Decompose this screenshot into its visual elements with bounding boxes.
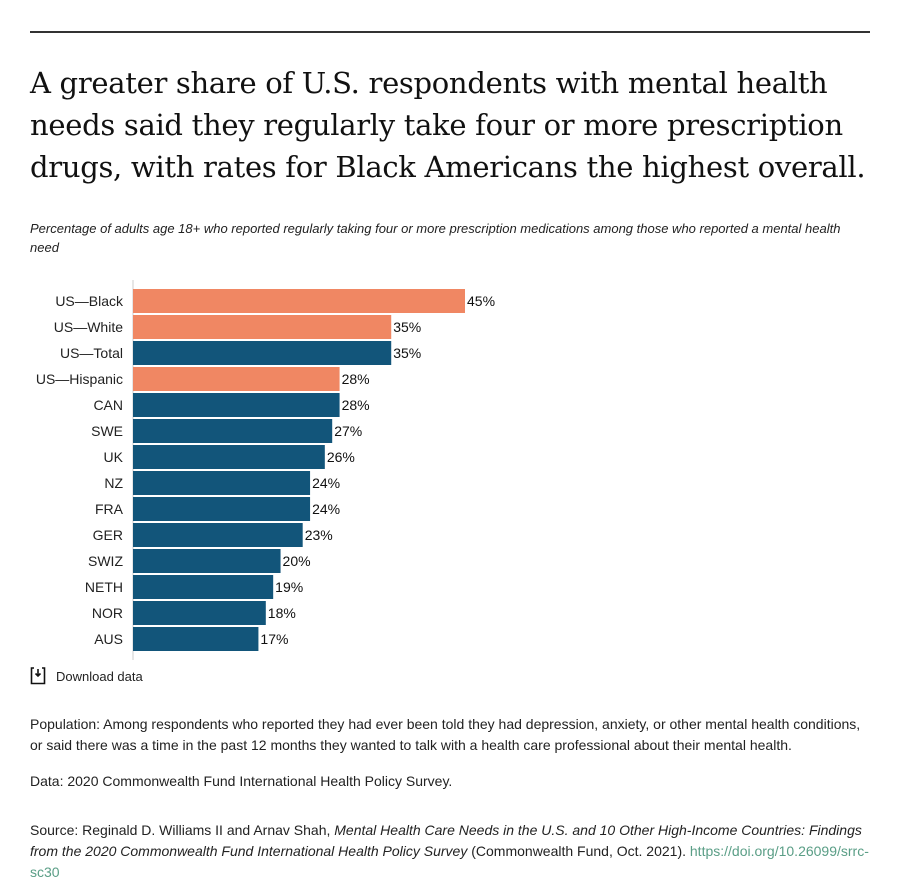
bar: [133, 575, 274, 599]
category-label: US—White: [54, 319, 123, 335]
source-note: Source: Reginald D. Williams II and Arna…: [30, 820, 875, 883]
category-label: US—Black: [55, 293, 124, 309]
value-label: 27%: [334, 423, 362, 439]
category-label: US—Total: [60, 345, 123, 361]
bar-chart: US—Black 45% US—White 35% US—Total 35% US—Hisp…: [36, 280, 495, 660]
category-label: CAN: [93, 397, 123, 413]
value-label: 45%: [467, 293, 495, 309]
bar: [133, 367, 340, 391]
chart-subtitle: Percentage of adults age 18+ who reporte…: [30, 221, 841, 255]
bar: [133, 549, 281, 573]
bar: [133, 627, 259, 651]
value-label: 18%: [268, 605, 296, 621]
value-label: 19%: [275, 579, 303, 595]
source-suffix: (Commonwealth Fund, Oct. 2021).: [467, 843, 690, 859]
source-link[interactable]: https://doi.org/10.26099/srrc-sc30: [30, 843, 869, 880]
value-label: 20%: [283, 553, 311, 569]
category-label: AUS: [94, 631, 123, 647]
download-data-button[interactable]: Download data: [30, 667, 143, 685]
source-title: Mental Health Care Needs in the U.S. and…: [30, 822, 862, 859]
data-note: Data: 2020 Commonwealth Fund Internation…: [30, 773, 453, 789]
bar: [133, 315, 392, 339]
value-label: 28%: [342, 397, 370, 413]
value-label: 35%: [393, 319, 421, 335]
value-label: 26%: [327, 449, 355, 465]
population-note: Population: Among respondents who report…: [30, 716, 861, 753]
category-label: SWE: [91, 423, 123, 439]
download-icon: [30, 667, 46, 685]
value-label: 24%: [312, 501, 340, 517]
bar: [133, 393, 340, 417]
top-rule: [30, 31, 870, 33]
value-label: 17%: [260, 631, 288, 647]
value-label: 28%: [342, 371, 370, 387]
category-label: NOR: [92, 605, 123, 621]
category-label: US—Hispanic: [36, 371, 123, 387]
bar: [133, 497, 311, 521]
bar: [133, 601, 266, 625]
bar: [133, 471, 311, 495]
bar: [133, 289, 465, 313]
category-label: FRA: [95, 501, 124, 517]
bar: [133, 523, 303, 547]
value-label: 23%: [305, 527, 333, 543]
category-label: NZ: [104, 475, 123, 491]
category-label: SWIZ: [88, 553, 123, 569]
category-label: UK: [104, 449, 124, 465]
bar: [133, 419, 333, 443]
chart-title: A greater share of U.S. respondents with…: [30, 66, 866, 184]
category-label: GER: [93, 527, 123, 543]
source-prefix: Source: Reginald D. Williams II and Arna…: [30, 822, 335, 838]
download-label: Download data: [56, 668, 143, 684]
category-label: NETH: [85, 579, 123, 595]
bar: [133, 445, 325, 469]
value-label: 24%: [312, 475, 340, 491]
value-label: 35%: [393, 345, 421, 361]
bar: [133, 341, 392, 365]
